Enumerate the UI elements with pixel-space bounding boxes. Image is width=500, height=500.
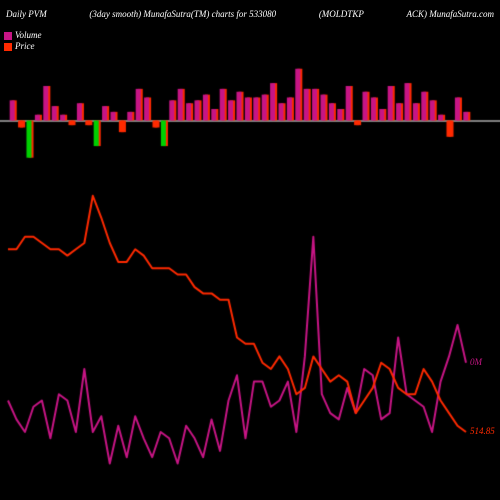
legend-price-label: Price (15, 41, 35, 52)
legend-item-price: Price (4, 41, 42, 52)
header-center-left: (3day smooth) MunafaSutra(TM) charts for… (89, 9, 276, 19)
legend-volume-label: Volume (15, 30, 42, 41)
price-volume-line-chart (0, 175, 500, 500)
volume-swatch-icon (4, 32, 12, 40)
header-right: ACK) MunafaSutra.com (406, 9, 494, 19)
price-swatch-icon (4, 43, 12, 51)
volume-end-label: 0M (470, 357, 482, 367)
header-center-right: (MOLDTKP (319, 9, 364, 19)
chart-header: Daily PVM (3day smooth) MunafaSutra(TM) … (0, 0, 500, 28)
chart-container: Daily PVM (3day smooth) MunafaSutra(TM) … (0, 0, 500, 500)
header-left: Daily PVM (6, 9, 47, 19)
volume-bar-chart (0, 55, 500, 175)
legend-item-volume: Volume (4, 30, 42, 41)
price-end-label: 514.85 (470, 426, 495, 436)
legend: Volume Price (4, 30, 42, 52)
